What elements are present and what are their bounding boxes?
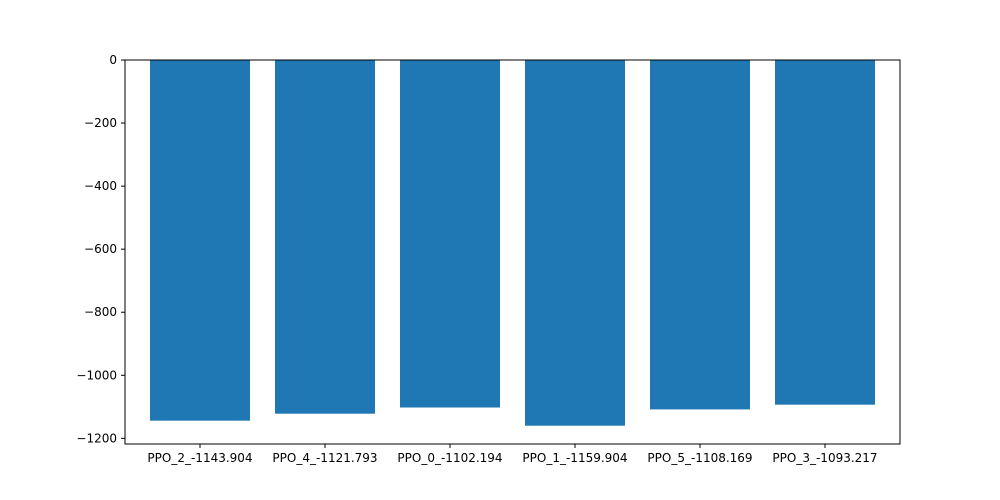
y-tick-label-7: −1200 xyxy=(76,431,117,445)
x-tick-label-1: PPO_2_-1143.904 xyxy=(147,451,252,465)
x-tick-label-6: PPO_3_-1093.217 xyxy=(772,451,877,465)
x-axis: PPO_2_-1143.904 PPO_4_-1121.793 PPO_0_-110… xyxy=(147,444,878,465)
bar-5 xyxy=(650,60,750,410)
y-tick-label-5: −800 xyxy=(84,305,117,319)
x-tick-label-4: PPO_1_-1159.904 xyxy=(522,451,627,465)
y-tick-label-2: −200 xyxy=(84,116,117,130)
x-tick-label-3: PPO_0_-1102.194 xyxy=(397,451,502,465)
bars-group xyxy=(150,60,875,426)
bar-3 xyxy=(400,60,500,408)
y-tick-label-6: −1000 xyxy=(76,368,117,382)
bar-1 xyxy=(150,60,250,421)
x-tick-label-5: PPO_5_-1108.169 xyxy=(647,451,752,465)
y-axis: 0 −200 −400 −600 −800 −1000 −1200 xyxy=(76,53,125,445)
y-tick-label-1: 0 xyxy=(109,53,117,67)
bar-2 xyxy=(275,60,375,414)
x-tick-label-2: PPO_4_-1121.793 xyxy=(272,451,377,465)
plot-frame xyxy=(124,59,901,445)
bar-4 xyxy=(525,60,625,426)
bar-6 xyxy=(775,60,875,405)
y-tick-label-3: −400 xyxy=(84,179,117,193)
y-tick-label-4: −600 xyxy=(84,242,117,256)
